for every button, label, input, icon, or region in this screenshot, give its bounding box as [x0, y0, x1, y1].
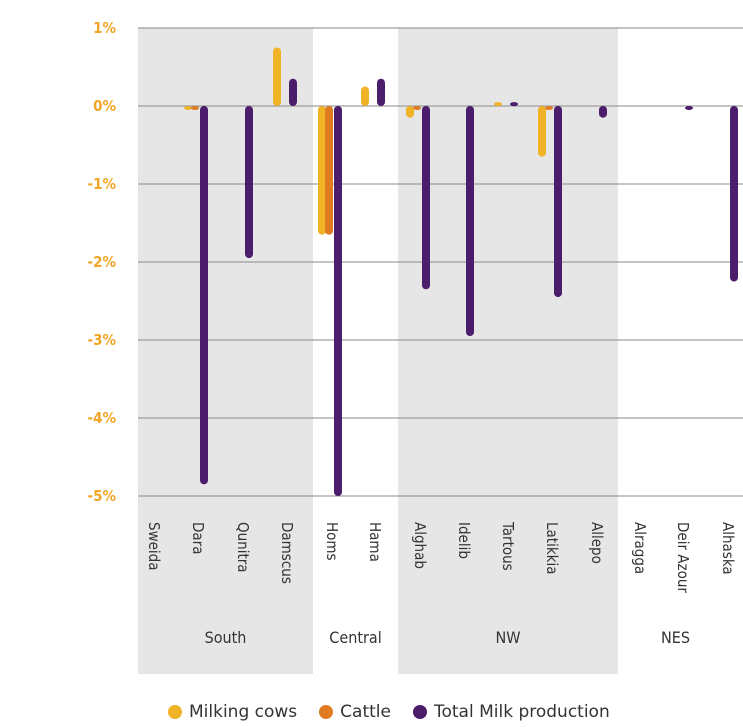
x-tick-label-hama: Hama [366, 522, 384, 562]
y-tick-label: 1% [93, 19, 116, 37]
x-tick-label-idelib: Idelib [455, 522, 473, 559]
bar-cattle-dara [191, 106, 199, 110]
bar-milking-cows-homs [318, 106, 326, 235]
y-tick-label: 0% [93, 97, 116, 115]
region-band-south [138, 28, 313, 674]
y-tick-label: -4% [87, 409, 116, 427]
y-tick-label: -2% [87, 253, 116, 271]
bar-total-milk-production-alghab [422, 106, 430, 290]
bar-total-milk-production-qunitra [245, 106, 253, 259]
x-tick-label-qunitra: Qunitra [234, 522, 252, 573]
region-label-nes: NES [661, 628, 690, 647]
bar-milking-cows-damscus [273, 47, 281, 106]
x-tick-label-alhaska: Alhaska [719, 522, 737, 575]
bar-total-milk-production-tartous [510, 102, 518, 107]
legend: Milking cows Cattle Total Milk productio… [168, 699, 610, 725]
x-tick-label-dara: Dara [189, 522, 207, 554]
x-tick-label-alragga: Alragga [631, 522, 649, 574]
legend-swatch-cattle [319, 705, 334, 719]
bar-milking-cows-tartous [494, 102, 502, 107]
x-tick-label-homs: Homs [323, 522, 341, 561]
region-label-central: Central [329, 628, 381, 647]
bar-total-milk-production-deir-azour [685, 106, 693, 110]
x-tick-label-allepo: Allepo [588, 522, 606, 564]
region-bands [138, 28, 618, 674]
bar-total-milk-production-dara [200, 106, 208, 485]
legend-label-total-milk-production: Total Milk production [433, 702, 610, 722]
legend-swatch-total-milk-production [412, 705, 427, 719]
x-axis-ticks: Sweida Dara Qunitra Damscus Homs Hama Alghab Id… [145, 521, 737, 593]
bar-total-milk-production-latikkia [554, 106, 562, 298]
y-tick-label: -5% [87, 487, 116, 505]
region-label-nw: NW [496, 628, 521, 647]
bar-cattle-latikkia [545, 106, 553, 110]
bar-cattle-alghab [413, 106, 421, 110]
x-tick-label-sweida: Sweida [145, 522, 163, 571]
x-tick-label-latikkia: Latikkia [543, 522, 561, 574]
region-band-nw [398, 28, 618, 674]
legend-label-cattle: Cattle [340, 702, 391, 722]
legend-item-milking-cows: Milking cows [168, 702, 297, 722]
bar-milking-cows-dara [184, 106, 192, 110]
bars [184, 47, 738, 496]
legend-item-total-milk-production: Total Milk production [412, 702, 610, 722]
legend-item-cattle: Cattle [319, 702, 391, 722]
x-tick-label-alghab: Alghab [411, 522, 429, 569]
y-tick-label: -3% [87, 331, 116, 349]
region-label-south: South [205, 628, 247, 647]
bar-total-milk-production-alhaska [730, 106, 738, 282]
bar-total-milk-production-allepo [599, 106, 607, 118]
bar-milking-cows-alghab [406, 106, 414, 118]
y-tick-label: -1% [87, 175, 116, 193]
x-tick-label-tartous: Tartous [499, 521, 517, 571]
bar-milking-cows-latikkia [538, 106, 546, 157]
bar-total-milk-production-hama [377, 78, 385, 106]
bar-total-milk-production-damscus [289, 78, 297, 106]
region-labels: South Central NW NES [205, 628, 690, 647]
legend-swatch-milking-cows [168, 705, 182, 719]
gridlines [138, 27, 743, 497]
bar-total-milk-production-homs [334, 106, 342, 496]
x-tick-label-deir-azour: Deir Azour [674, 522, 692, 593]
bar-cattle-homs [325, 106, 333, 235]
y-axis-ticks: 1% 0% -1% -2% -3% -4% -5% [87, 19, 116, 505]
bar-milking-cows-hama [361, 86, 369, 106]
bar-total-milk-production-idelib [466, 106, 474, 337]
chart: 1% 0% -1% -2% -3% -4% -5% Sweida Dara Qunitra Dam… [87, 19, 743, 674]
legend-label-milking-cows: Milking cows [189, 702, 298, 722]
x-tick-label-damscus: Damscus [278, 522, 296, 584]
